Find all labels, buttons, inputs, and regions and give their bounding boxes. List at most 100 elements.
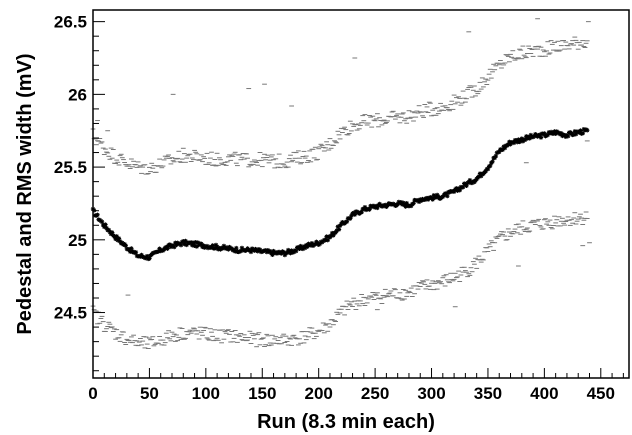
data-point [580, 131, 585, 136]
data-point [433, 195, 439, 200]
data-point [257, 247, 263, 252]
data-point [572, 129, 578, 134]
data-point [209, 245, 214, 250]
data-point [367, 207, 372, 212]
data-point [573, 131, 579, 137]
data-point [565, 133, 571, 139]
data-point [528, 132, 534, 138]
data-point [167, 242, 172, 247]
data-point [478, 173, 484, 179]
data-point [226, 247, 231, 252]
data-point [308, 243, 313, 248]
data-point [147, 256, 152, 261]
data-point [537, 132, 543, 137]
data-point [490, 159, 495, 164]
data-point [182, 241, 187, 247]
x-tick-label: 50 [140, 384, 159, 403]
y-tick-label: 26 [68, 85, 87, 104]
data-point [156, 249, 161, 254]
x-tick-label: 350 [474, 384, 502, 403]
data-point [578, 128, 583, 133]
data-point [336, 227, 342, 232]
data-point [401, 200, 406, 206]
x-tick-label: 250 [361, 384, 389, 403]
data-point [445, 193, 450, 199]
data-point [507, 139, 512, 145]
data-point [466, 179, 471, 185]
data-point [109, 230, 115, 235]
data-point [112, 234, 117, 239]
data-point [270, 252, 275, 258]
data-point [267, 249, 273, 254]
data-point [239, 245, 245, 251]
data-point [309, 241, 315, 246]
data-point [201, 243, 206, 248]
data-point [193, 240, 198, 245]
series-0 [90, 127, 590, 262]
data-point [123, 243, 128, 248]
data-point [348, 216, 353, 221]
data-point [403, 204, 408, 209]
x-axis: 0 50 100 150 200 250 300 350 400 450 [88, 368, 624, 403]
data-point [359, 210, 364, 215]
data-point [538, 135, 544, 140]
data-point [511, 140, 517, 146]
data-point [409, 203, 414, 209]
data-point [330, 230, 335, 236]
data-point [515, 139, 520, 145]
data-point [126, 247, 132, 252]
data-point [349, 213, 354, 218]
data-point [297, 246, 302, 252]
data-point [333, 230, 338, 235]
data-point [181, 239, 186, 244]
data-point [519, 136, 524, 141]
data-point [464, 183, 469, 188]
series-1 [90, 36, 590, 175]
data-point [120, 240, 125, 245]
y-tick-label: 24.5 [54, 304, 87, 323]
data-point [361, 206, 367, 212]
y-tick-label: 25.5 [54, 158, 87, 177]
data-point [157, 246, 162, 251]
data-point [443, 191, 449, 196]
data-point [165, 246, 170, 251]
data-point [344, 219, 350, 224]
data-point [279, 251, 284, 256]
data-point [99, 219, 105, 225]
data-point [508, 142, 513, 147]
data-point [113, 236, 118, 242]
data-point [467, 177, 473, 183]
data-point [248, 249, 254, 255]
data-point [457, 188, 462, 193]
data-point [289, 248, 294, 253]
data-point [455, 188, 460, 193]
x-axis-label: Run (8.3 min each) [257, 411, 435, 433]
data-point [172, 244, 177, 250]
data-point [451, 189, 457, 194]
data-point [194, 244, 200, 249]
data-point [100, 222, 106, 228]
data-point [144, 253, 150, 259]
data-point [191, 240, 196, 246]
data-point [323, 237, 328, 243]
data-point [317, 241, 323, 247]
data-point [513, 138, 519, 143]
data-point [335, 224, 341, 229]
data-point [288, 250, 293, 256]
x-tick-label: 100 [192, 384, 220, 403]
y-axis: 24.5 25 25.5 26 26.5 [54, 13, 105, 372]
data-point [184, 242, 189, 248]
data-point [493, 153, 499, 159]
data-point [225, 245, 230, 250]
data-point [404, 200, 409, 206]
data-point [210, 243, 215, 248]
data-point [116, 236, 122, 241]
data-point [95, 212, 100, 217]
data-point [128, 249, 133, 254]
data-point [571, 132, 576, 137]
data-point [532, 134, 537, 139]
data-point [522, 137, 528, 142]
data-point [107, 229, 113, 235]
data-point [395, 202, 400, 207]
